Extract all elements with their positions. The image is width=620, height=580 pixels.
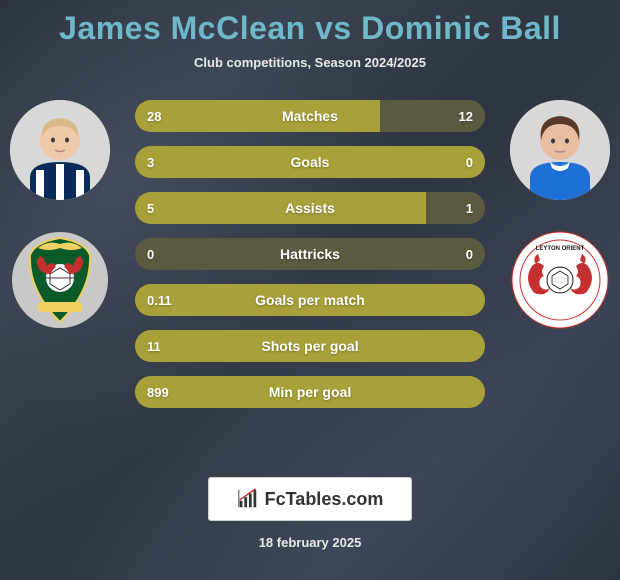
crest-right-svg: LEYTON ORIENT [510,230,610,330]
stat-row: 3 Goals 0 [135,146,485,178]
stat-fill-left [135,192,426,224]
stat-row: 0.11 Goals per match [135,284,485,316]
crest-left [10,230,110,330]
fctables-badge: FcTables.com [208,477,413,521]
stat-label: Matches [282,108,338,124]
fctables-text: FcTables.com [265,489,384,510]
crest-right: LEYTON ORIENT [510,230,610,330]
stat-value-left: 5 [147,201,154,216]
stat-row: 28 Matches 12 [135,100,485,132]
footer: FcTables.com 18 february 2025 [208,467,413,580]
avatar-left-svg [10,100,110,200]
stat-value-left: 0.11 [147,293,172,308]
stat-label: Goals [291,154,330,170]
stat-fill-right [426,192,486,224]
stat-value-left: 11 [147,339,161,354]
stats-list: 28 Matches 12 3 Goals 0 5 Assists 1 0 Hattricks 0 0.… [135,100,485,408]
stat-value-left: 899 [147,385,169,400]
stat-value-left: 28 [147,109,161,124]
stat-value-right: 0 [466,155,473,170]
player-right-avatar [510,100,610,200]
date-text: 18 february 2025 [259,535,362,550]
main-area: LEYTON ORIENT 28 Matches 12 3 Goals 0 5 Assists… [0,90,620,467]
subtitle: Club competitions, Season 2024/2025 [194,55,426,70]
bar-chart-icon [237,488,259,510]
stat-label: Hattricks [280,246,340,262]
page-title: James McClean vs Dominic Ball [59,10,561,47]
player-left-avatar [10,100,110,200]
stat-value-right: 1 [466,201,473,216]
stat-value-right: 0 [466,247,473,262]
stat-row: 11 Shots per goal [135,330,485,362]
stat-label: Min per goal [269,384,351,400]
stat-label: Goals per match [255,292,365,308]
crest-left-svg [10,230,110,330]
stat-value-left: 3 [147,155,154,170]
stat-label: Shots per goal [261,338,358,354]
comparison-card: James McClean vs Dominic Ball Club compe… [0,0,620,580]
svg-text:LEYTON ORIENT: LEYTON ORIENT [536,246,585,252]
stat-row: 899 Min per goal [135,376,485,408]
stat-row: 0 Hattricks 0 [135,238,485,270]
stat-label: Assists [285,200,335,216]
avatar-right-svg [510,100,610,200]
stat-row: 5 Assists 1 [135,192,485,224]
stat-value-left: 0 [147,247,154,262]
stat-value-right: 12 [459,109,473,124]
stat-fill-left [135,100,380,132]
